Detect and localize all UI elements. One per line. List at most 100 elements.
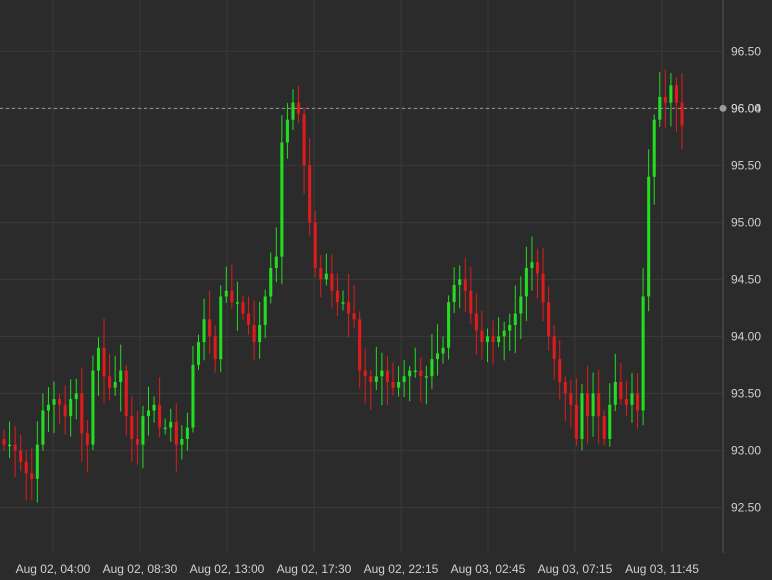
candle-up (580, 393, 584, 439)
candle-up (497, 336, 501, 343)
candle-down (302, 114, 306, 166)
candle-down (19, 450, 23, 462)
current-price-label: 96.04 (731, 101, 761, 115)
candle-up (46, 404, 50, 411)
candle-down (680, 102, 684, 126)
candle-down (363, 370, 367, 377)
candle-up (141, 416, 145, 445)
y-tick-label: 93.00 (731, 443, 761, 457)
candle-down (552, 336, 556, 360)
candle-down (58, 399, 62, 405)
candle-down (80, 393, 84, 434)
candle-down (558, 359, 562, 382)
candle-down (30, 473, 34, 479)
candle-down (158, 404, 162, 428)
candle-down (347, 302, 351, 314)
x-tick-label: Aug 03, 02:45 (451, 562, 526, 576)
y-tick-label: 92.50 (731, 500, 761, 514)
candle-up (430, 359, 434, 377)
y-tick-label: 93.50 (731, 386, 761, 400)
candle-up (630, 393, 634, 405)
candle-down (480, 330, 484, 343)
candle-down (308, 165, 312, 223)
candle-down (135, 438, 139, 445)
y-tick-label: 95.50 (731, 158, 761, 172)
candle-down (63, 404, 67, 417)
candle-up (152, 404, 156, 411)
candle-down (674, 85, 678, 103)
candle-up (519, 296, 523, 314)
candle-down (352, 313, 356, 320)
candle-up (119, 370, 123, 382)
candle-up (652, 119, 656, 177)
candle-down (130, 416, 134, 439)
candle-down (391, 381, 395, 388)
candle-up (647, 176, 651, 297)
candle-up (69, 399, 73, 417)
candle-down (174, 421, 178, 445)
y-tick-label: 96.00 (731, 101, 761, 115)
candle-down (619, 381, 623, 400)
candle-down (2, 438, 6, 445)
candle-down (85, 433, 89, 445)
candle-down (547, 302, 551, 337)
y-tick-label: 94.50 (731, 272, 761, 286)
x-tick-label: Aug 02, 04:00 (16, 562, 91, 576)
candle-up (258, 324, 262, 343)
candle-up (324, 273, 328, 280)
candle-up (35, 444, 39, 479)
y-tick-label: 96.50 (731, 44, 761, 58)
candle-up (513, 313, 517, 325)
candle-up (669, 85, 673, 103)
candle-up (402, 376, 406, 382)
candle-down (102, 347, 106, 377)
candle-down (208, 319, 212, 337)
candle-up (285, 119, 289, 143)
candle-down (491, 336, 495, 343)
candle-down (230, 290, 234, 303)
candle-down (358, 319, 362, 371)
candle-up (641, 296, 645, 411)
candle-up (613, 381, 617, 405)
candle-down (24, 461, 28, 474)
candle-up (452, 285, 456, 303)
candle-up (180, 438, 184, 445)
x-tick-label: Aug 02, 22:15 (364, 562, 439, 576)
x-tick-label: Aug 02, 08:30 (103, 562, 178, 576)
candle-up (485, 336, 490, 343)
candle-up (235, 302, 239, 304)
candle-down (535, 262, 540, 274)
candle-down (297, 102, 301, 115)
candle-down (636, 393, 640, 411)
candle-down (602, 416, 606, 439)
candle-up (658, 96, 662, 120)
candle-down (369, 376, 373, 382)
candle-up (269, 267, 273, 297)
candle-up (508, 324, 512, 331)
candle-up (74, 393, 78, 400)
candle-up (219, 296, 223, 360)
candle-up (185, 427, 189, 439)
candle-down (624, 399, 628, 405)
candle-up (202, 319, 206, 343)
candle-up (8, 444, 12, 447)
x-tick-label: Aug 02, 17:30 (277, 562, 352, 576)
candle-up (374, 376, 378, 382)
candle-down (585, 393, 590, 417)
candle-up (408, 370, 412, 377)
y-tick-label: 94.00 (731, 329, 761, 343)
candle-up (608, 404, 612, 439)
candle-up (524, 267, 528, 297)
candle-up (447, 302, 451, 348)
candle-up (458, 279, 462, 286)
candle-down (335, 290, 339, 303)
x-tick-label: Aug 03, 07:15 (538, 562, 613, 576)
candle-down (541, 273, 545, 303)
candle-up (163, 427, 167, 430)
candle-down (463, 279, 467, 291)
candle-up (169, 421, 173, 428)
candle-up (96, 347, 101, 371)
candle-up (397, 381, 401, 388)
